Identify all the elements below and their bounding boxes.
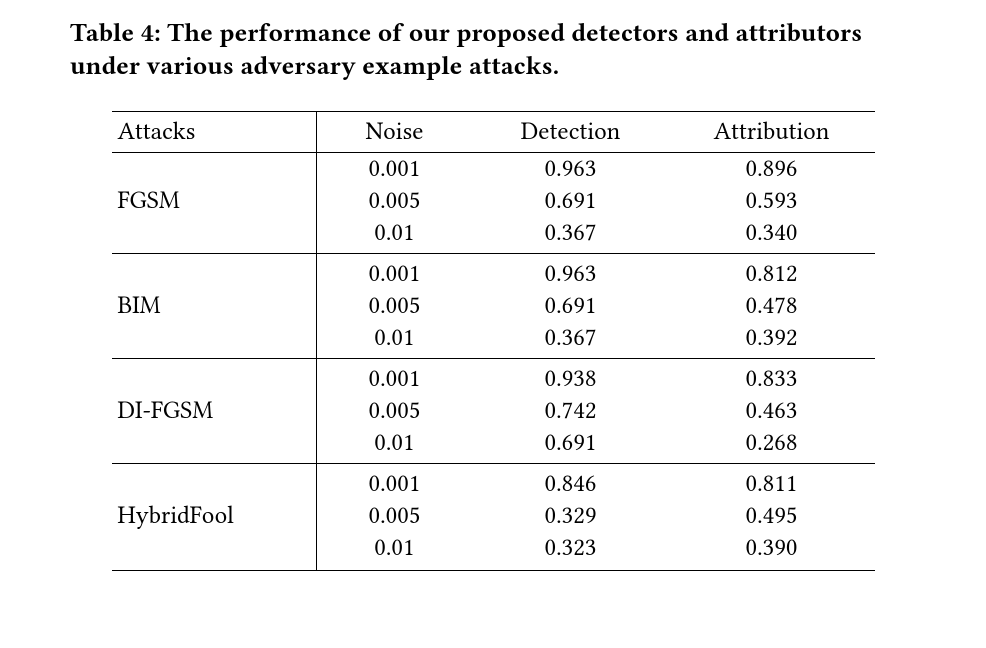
cell-attribution: 0.340 <box>669 217 875 254</box>
col-header-attacks: Attacks <box>112 112 317 153</box>
cell-detection: 0.691 <box>473 185 669 217</box>
cell-detection: 0.963 <box>473 254 669 291</box>
cell-detection: 0.367 <box>473 217 669 254</box>
table-row: HybridFool 0.005 0.329 0.495 <box>112 500 875 532</box>
cell-attribution: 0.593 <box>669 185 875 217</box>
performance-table: Attacks Noise Detection Attribution 0.00… <box>112 111 875 571</box>
cell-attribution: 0.495 <box>669 500 875 532</box>
cell-noise: 0.001 <box>316 153 473 186</box>
table-row: BIM 0.005 0.691 0.478 <box>112 290 875 322</box>
cell-attribution: 0.463 <box>669 395 875 427</box>
table-row: 0.001 0.846 0.811 <box>112 464 875 501</box>
table-row: 0.01 0.691 0.268 <box>112 427 875 464</box>
cell-detection: 0.329 <box>473 500 669 532</box>
cell-attribution: 0.390 <box>669 532 875 571</box>
cell-attribution: 0.812 <box>669 254 875 291</box>
col-header-noise: Noise <box>316 112 473 153</box>
cell-attribution: 0.478 <box>669 290 875 322</box>
table-row: 0.001 0.963 0.812 <box>112 254 875 291</box>
cell-attack: BIM <box>112 290 317 322</box>
table-row: FGSM 0.005 0.691 0.593 <box>112 185 875 217</box>
cell-noise: 0.01 <box>316 427 473 464</box>
cell-noise: 0.001 <box>316 254 473 291</box>
cell-detection: 0.691 <box>473 290 669 322</box>
table-row: 0.01 0.323 0.390 <box>112 532 875 571</box>
table-row: 0.01 0.367 0.392 <box>112 322 875 359</box>
cell-attribution: 0.896 <box>669 153 875 186</box>
cell-noise: 0.01 <box>316 217 473 254</box>
table-row: 0.01 0.367 0.340 <box>112 217 875 254</box>
table-row: 0.001 0.963 0.896 <box>112 153 875 186</box>
cell-noise: 0.001 <box>316 464 473 501</box>
cell-detection: 0.742 <box>473 395 669 427</box>
table-caption: Table 4: The performance of our proposed… <box>70 18 916 83</box>
cell-noise: 0.01 <box>316 532 473 571</box>
cell-noise: 0.005 <box>316 395 473 427</box>
table-row: 0.001 0.938 0.833 <box>112 359 875 396</box>
cell-attack: HybridFool <box>112 500 317 532</box>
cell-noise: 0.005 <box>316 500 473 532</box>
col-header-detection: Detection <box>473 112 669 153</box>
cell-detection: 0.846 <box>473 464 669 501</box>
cell-detection: 0.367 <box>473 322 669 359</box>
cell-detection: 0.691 <box>473 427 669 464</box>
cell-attack: DI-FGSM <box>112 395 317 427</box>
table-header-row: Attacks Noise Detection Attribution <box>112 112 875 153</box>
cell-attribution: 0.833 <box>669 359 875 396</box>
cell-attribution: 0.268 <box>669 427 875 464</box>
cell-detection: 0.938 <box>473 359 669 396</box>
cell-detection: 0.323 <box>473 532 669 571</box>
col-header-attribution: Attribution <box>669 112 875 153</box>
cell-noise: 0.01 <box>316 322 473 359</box>
cell-noise: 0.005 <box>316 185 473 217</box>
cell-noise: 0.005 <box>316 290 473 322</box>
cell-attribution: 0.392 <box>669 322 875 359</box>
table-row: DI-FGSM 0.005 0.742 0.463 <box>112 395 875 427</box>
cell-noise: 0.001 <box>316 359 473 396</box>
cell-attribution: 0.811 <box>669 464 875 501</box>
cell-detection: 0.963 <box>473 153 669 186</box>
cell-attack: FGSM <box>112 185 317 217</box>
